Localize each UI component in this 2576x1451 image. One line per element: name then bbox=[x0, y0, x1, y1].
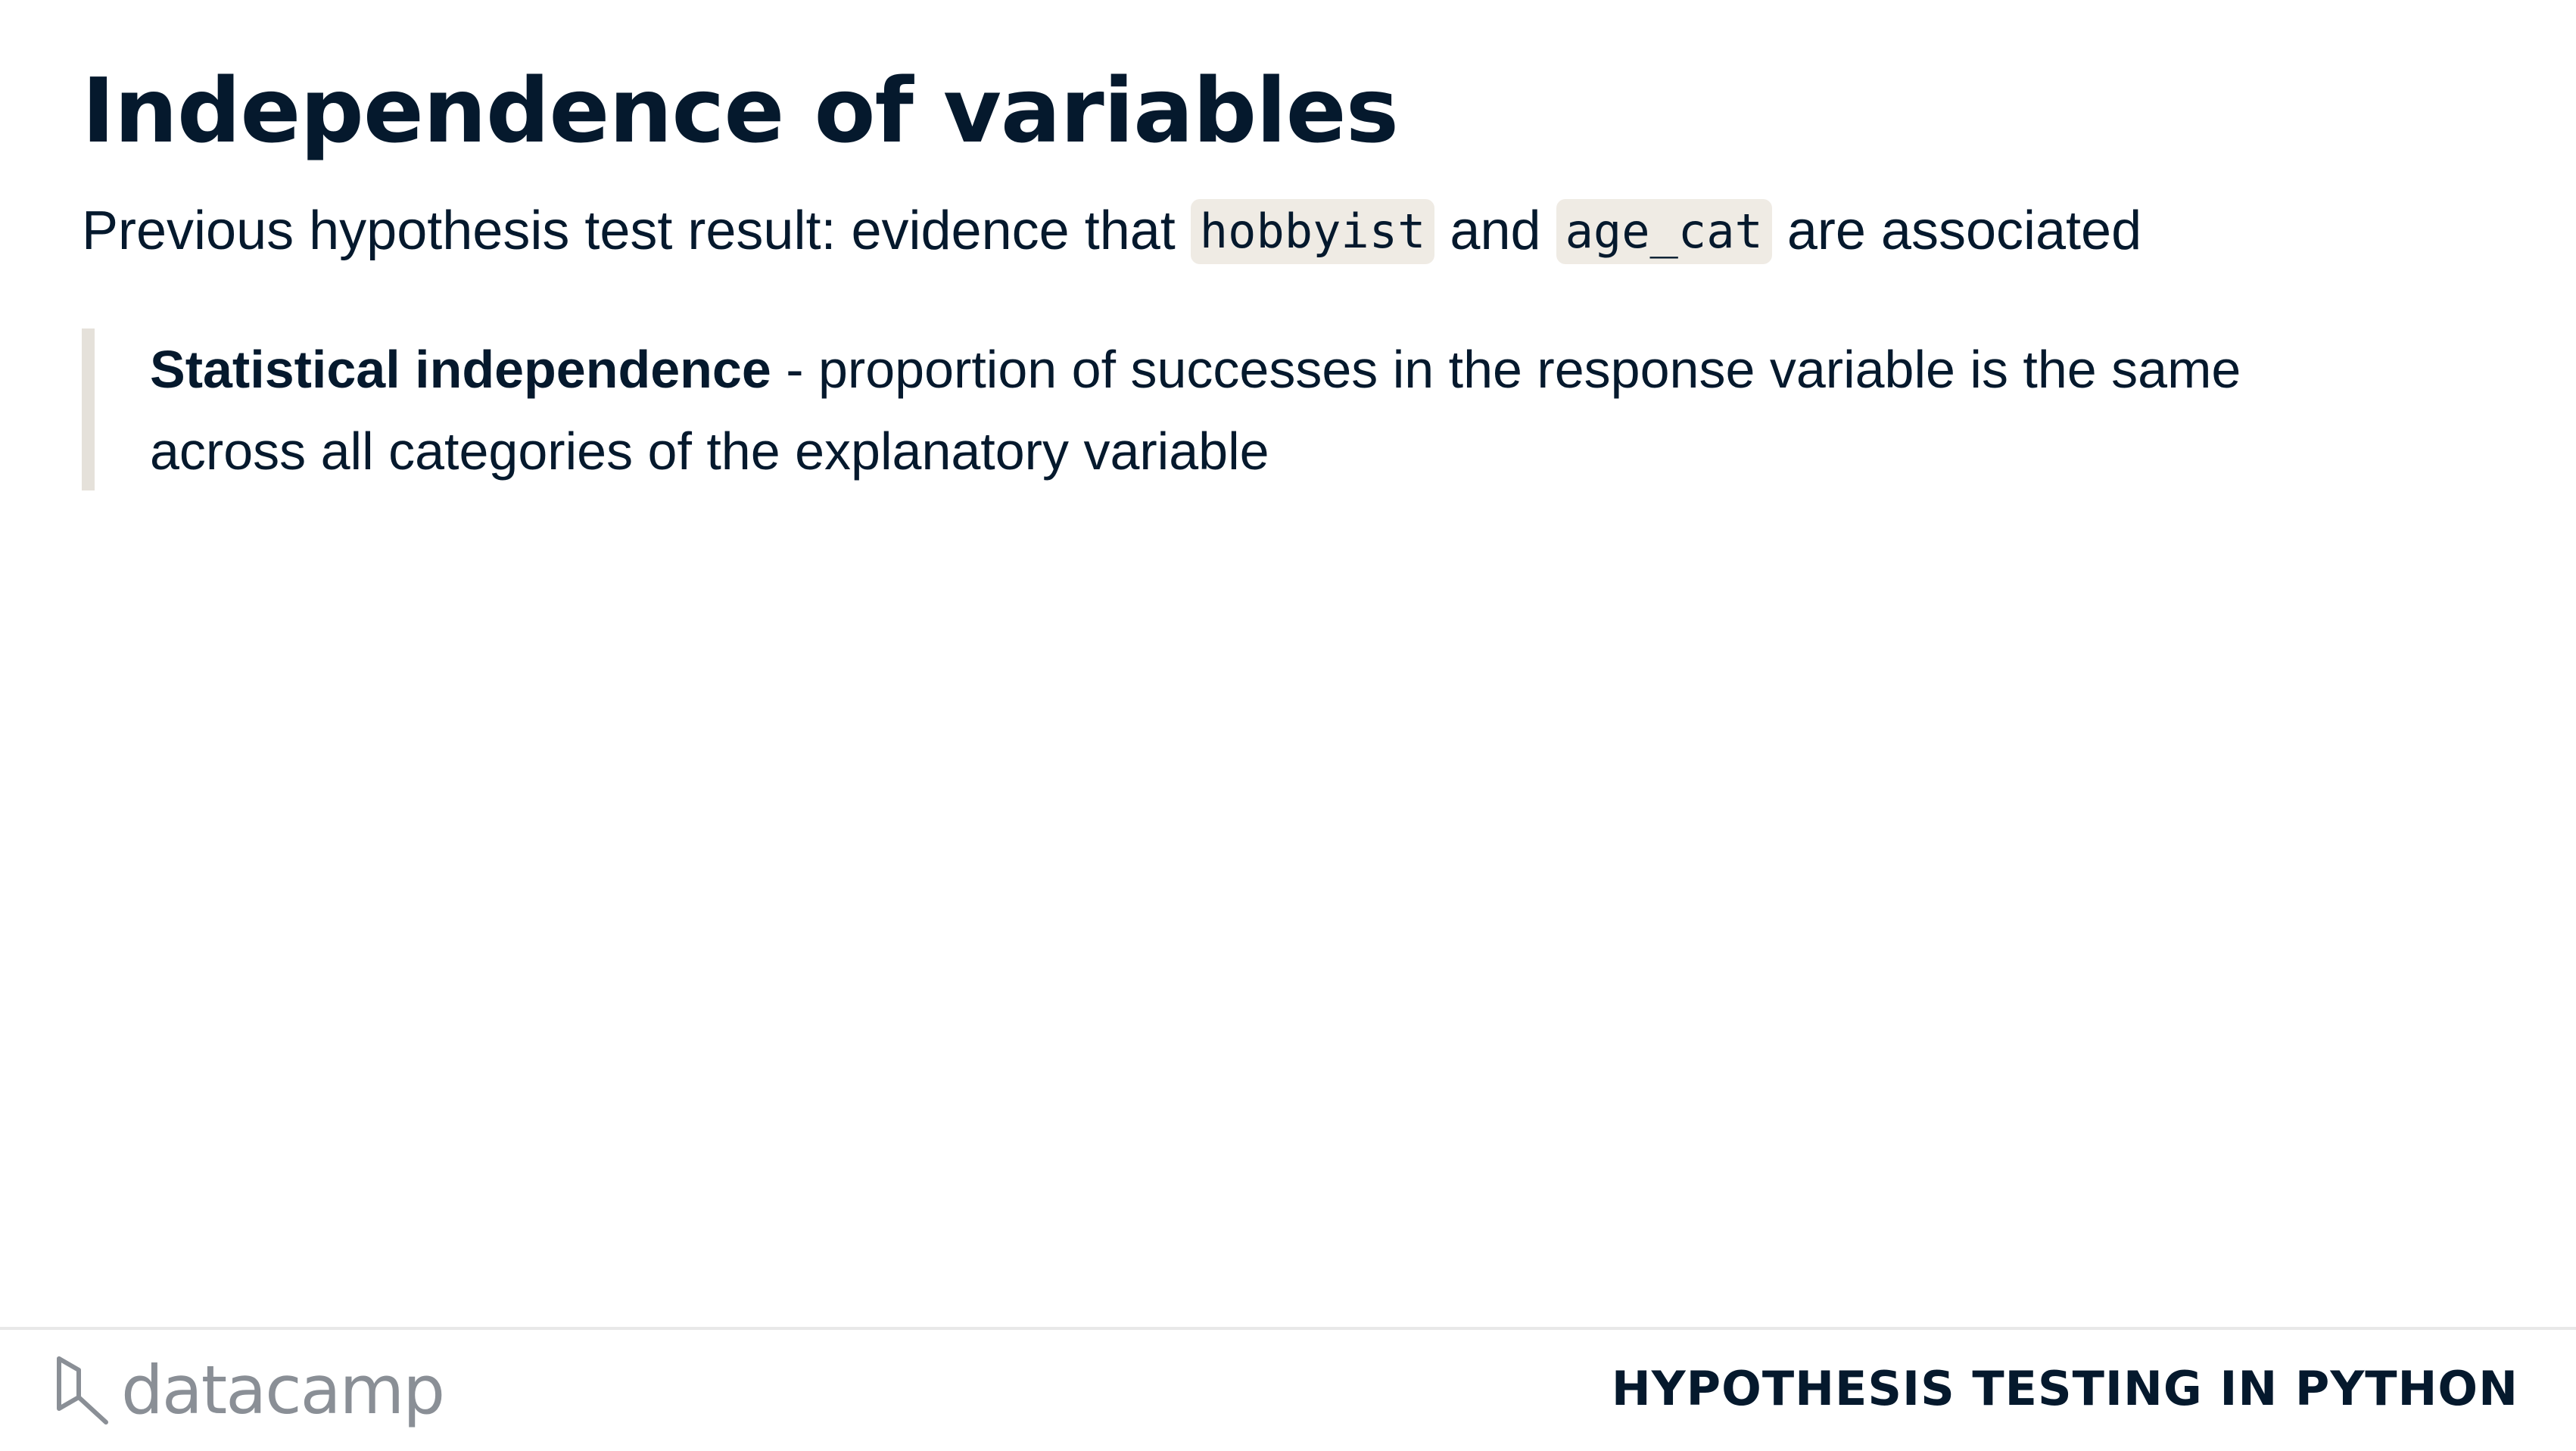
definition-body: - proportion of successes in the respons… bbox=[150, 340, 2241, 481]
lead-sentence: Previous hypothesis test result: evidenc… bbox=[82, 189, 2141, 272]
course-title: HYPOTHESIS TESTING IN PYTHON bbox=[1611, 1361, 2518, 1416]
lead-suffix: are associated bbox=[1771, 201, 2142, 261]
lead-middle: and bbox=[1434, 201, 1556, 261]
datacamp-logo-icon bbox=[57, 1356, 108, 1425]
datacamp-brand: datacamp bbox=[53, 1349, 445, 1432]
definition-blockquote: Statistical independence - proportion of… bbox=[82, 328, 2391, 490]
footer-divider bbox=[0, 1327, 2576, 1330]
definition-text: Statistical independence - proportion of… bbox=[150, 328, 2391, 492]
code-hobbyist: hobbyist bbox=[1190, 198, 1435, 264]
slide-title: Independence of variables bbox=[82, 58, 1399, 163]
definition-term: Statistical independence bbox=[150, 340, 771, 399]
brand-name: datacamp bbox=[121, 1351, 445, 1429]
lead-prefix: Previous hypothesis test result: evidenc… bbox=[82, 201, 1191, 261]
code-age-cat: age_cat bbox=[1556, 198, 1772, 264]
